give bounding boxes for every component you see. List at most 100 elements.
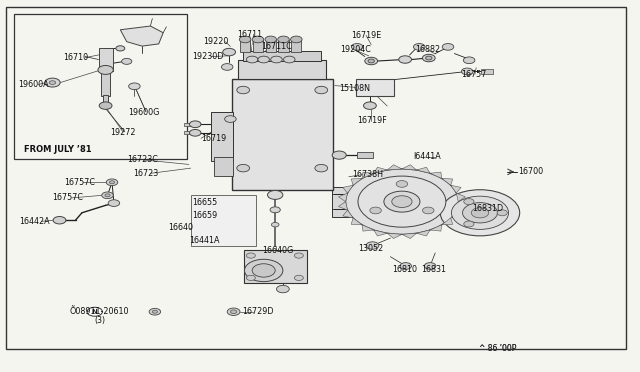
Circle shape xyxy=(471,208,489,218)
Text: 16442A: 16442A xyxy=(19,217,50,226)
Circle shape xyxy=(451,196,509,230)
Bar xyxy=(240,40,250,52)
Circle shape xyxy=(392,196,412,208)
Circle shape xyxy=(189,129,201,136)
Circle shape xyxy=(365,57,378,65)
Text: 16723: 16723 xyxy=(133,169,158,178)
Bar xyxy=(238,60,326,79)
Bar xyxy=(99,48,113,71)
Circle shape xyxy=(252,264,275,277)
Circle shape xyxy=(223,48,236,56)
Text: 19230D: 19230D xyxy=(192,52,223,61)
Circle shape xyxy=(463,203,497,223)
Circle shape xyxy=(265,36,276,43)
Bar xyxy=(244,250,307,283)
Text: 16882: 16882 xyxy=(415,45,440,54)
Text: 16640: 16640 xyxy=(168,223,193,232)
Polygon shape xyxy=(430,172,442,179)
Circle shape xyxy=(244,259,283,282)
Circle shape xyxy=(116,46,125,51)
Circle shape xyxy=(270,207,280,213)
Circle shape xyxy=(230,310,237,314)
Circle shape xyxy=(422,54,435,62)
Circle shape xyxy=(370,207,381,214)
Bar xyxy=(266,40,276,52)
Circle shape xyxy=(346,169,458,234)
Text: 16723C: 16723C xyxy=(127,155,157,164)
Polygon shape xyxy=(417,167,430,173)
Polygon shape xyxy=(402,165,417,170)
Circle shape xyxy=(364,102,376,109)
Text: 16700: 16700 xyxy=(518,167,543,176)
Text: 19600G: 19600G xyxy=(128,108,159,117)
Circle shape xyxy=(426,56,432,60)
Polygon shape xyxy=(442,218,452,225)
Text: 16719F: 16719F xyxy=(357,116,387,125)
Circle shape xyxy=(258,56,269,63)
Circle shape xyxy=(463,57,475,64)
Bar xyxy=(214,157,233,176)
Circle shape xyxy=(400,263,412,269)
Bar xyxy=(291,40,301,52)
Text: 16757C: 16757C xyxy=(64,178,95,187)
Circle shape xyxy=(98,65,113,74)
Text: 15108N: 15108N xyxy=(339,84,370,93)
Polygon shape xyxy=(456,202,465,210)
Text: 19272: 19272 xyxy=(110,128,136,137)
Bar xyxy=(184,123,197,126)
Text: 16757C: 16757C xyxy=(52,193,83,202)
Circle shape xyxy=(271,56,282,63)
Polygon shape xyxy=(343,185,353,193)
Circle shape xyxy=(351,44,363,50)
Circle shape xyxy=(464,221,474,227)
Bar xyxy=(357,152,373,158)
Text: 16659: 16659 xyxy=(192,211,217,219)
Circle shape xyxy=(109,181,115,184)
Circle shape xyxy=(227,308,240,315)
Text: 16711C: 16711C xyxy=(261,42,292,51)
Circle shape xyxy=(225,116,236,122)
Polygon shape xyxy=(451,210,461,218)
Text: 16719E: 16719E xyxy=(351,31,381,40)
Circle shape xyxy=(294,253,303,258)
Text: 16711: 16711 xyxy=(237,30,262,39)
Text: 16719: 16719 xyxy=(201,134,226,143)
Text: (3): (3) xyxy=(95,316,106,325)
Circle shape xyxy=(399,56,412,63)
Circle shape xyxy=(268,190,283,199)
Text: FROM JULY ’81: FROM JULY ’81 xyxy=(24,145,92,154)
Bar xyxy=(232,79,333,190)
Text: Õ08911-20610: Õ08911-20610 xyxy=(69,307,129,316)
Polygon shape xyxy=(351,218,362,225)
Text: 16810: 16810 xyxy=(392,265,417,274)
Polygon shape xyxy=(343,210,353,218)
Circle shape xyxy=(440,190,520,236)
Text: 19204C: 19204C xyxy=(340,45,371,54)
Circle shape xyxy=(149,308,161,315)
Bar xyxy=(481,69,493,74)
Text: 16831D: 16831D xyxy=(472,204,504,213)
Circle shape xyxy=(278,36,289,43)
Circle shape xyxy=(424,263,436,269)
Circle shape xyxy=(413,44,425,50)
Circle shape xyxy=(461,68,473,75)
Polygon shape xyxy=(362,225,374,231)
Text: 16710: 16710 xyxy=(63,53,88,62)
Circle shape xyxy=(122,58,132,64)
Circle shape xyxy=(108,200,120,206)
Circle shape xyxy=(422,207,434,214)
Polygon shape xyxy=(430,225,442,231)
Polygon shape xyxy=(339,193,348,202)
Circle shape xyxy=(237,164,250,172)
Polygon shape xyxy=(451,185,461,193)
Text: 16640G: 16640G xyxy=(262,246,294,255)
Polygon shape xyxy=(387,233,402,238)
Circle shape xyxy=(464,199,474,205)
Circle shape xyxy=(45,78,60,87)
Polygon shape xyxy=(362,172,374,179)
Circle shape xyxy=(332,151,346,159)
Circle shape xyxy=(284,56,295,63)
Circle shape xyxy=(315,86,328,94)
Circle shape xyxy=(497,210,508,216)
Circle shape xyxy=(442,44,454,50)
